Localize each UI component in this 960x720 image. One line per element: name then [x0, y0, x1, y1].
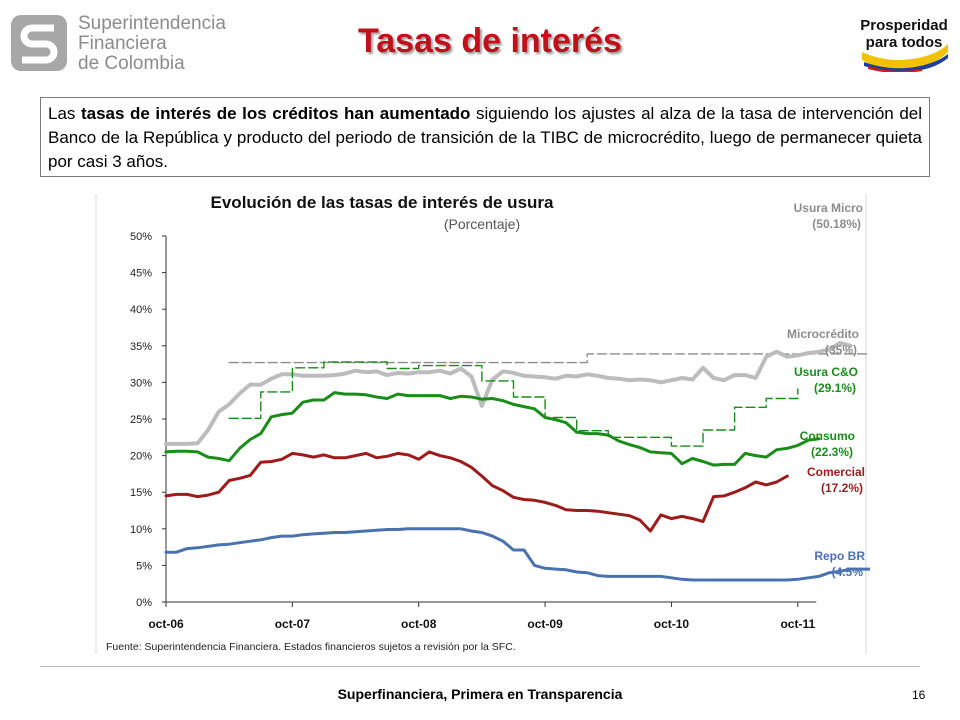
x-axis: oct-06 oct-07 oct-08 oct-09 oct-10 oct-11	[148, 601, 817, 631]
y-tick-label: 5%	[136, 560, 152, 572]
chart-source: Fuente: Superintendencia Financiera. Est…	[106, 641, 516, 653]
logo-stripe-yellow	[862, 44, 948, 69]
series-label-name-1: Microcrédito	[787, 327, 859, 341]
series-line-2	[228, 361, 799, 447]
y-tick-label: 40%	[130, 304, 152, 316]
intro-text-box: Las tasas de interés de los créditos han…	[40, 97, 930, 177]
logo-line-3: de Colombia	[78, 53, 185, 74]
y-tick-label: 20%	[130, 451, 152, 463]
x-tick-label: oct-08	[401, 617, 437, 631]
series-line-4	[164, 450, 789, 533]
y-tick-label: 30%	[130, 377, 152, 389]
y-tick-label: 45%	[130, 268, 152, 280]
series-group	[164, 340, 870, 582]
footer-divider	[40, 666, 920, 667]
x-tick-label: oct-06	[148, 617, 184, 631]
y-tick-label: 0%	[136, 597, 152, 609]
intro-bold: tasas de interés de los créditos han aum…	[80, 104, 471, 123]
logo-line-1: Superintendencia	[78, 13, 226, 34]
logo-stripe-blue	[864, 54, 948, 72]
series-label-name-5: Repo BR	[814, 549, 865, 563]
series-label-value-0: (50.18%)	[812, 217, 861, 231]
logo-line-2: Financiera	[78, 33, 167, 54]
x-tick-label: oct-07	[275, 617, 311, 631]
y-tick-label: 10%	[130, 524, 152, 536]
series-label-value-5: (4.5%	[832, 565, 864, 579]
series-line-5	[164, 527, 870, 582]
chart-container: Evolución de las tasas de interés de usu…	[92, 186, 870, 658]
y-axis: 0% 5% 10% 15% 20% 25% 30% 35% 40% 45% 50%	[130, 231, 167, 609]
prosperidad-logo: Prosperidad para todos	[860, 17, 948, 72]
page-number: 16	[912, 688, 926, 702]
y-tick-label: 35%	[130, 341, 152, 353]
series-line-1	[164, 340, 853, 446]
series-label-value-1: (35%)	[825, 343, 857, 357]
x-tick-label: oct-11	[780, 617, 815, 631]
series-label-name-2: Usura C&O	[794, 365, 858, 379]
page-title: Tasas de interés	[358, 22, 622, 60]
chart-subtitle: (Porcentaje)	[444, 216, 520, 232]
series-line-0	[228, 353, 870, 364]
series-label-value-3: (22.3%)	[811, 445, 853, 459]
footer-slogan: Superfinanciera, Primera en Transparenci…	[337, 686, 623, 702]
sfc-logo: Superintendencia Financiera de Colombia	[10, 12, 240, 74]
x-tick-label: oct-10	[654, 617, 690, 631]
x-tick-label: oct-09	[527, 617, 563, 631]
logo-word-2: para todos	[866, 34, 943, 51]
y-tick-label: 50%	[130, 231, 152, 243]
logo-stripe-red	[868, 66, 922, 72]
chart-title: Evolución de las tasas de interés de usu…	[211, 193, 555, 212]
series-line-3	[164, 391, 821, 467]
series-labels: Usura Micro (50.18%) Microcrédito (35%) Usur…	[787, 201, 865, 579]
series-label-value-4: (17.2%)	[821, 481, 863, 495]
y-tick-label: 15%	[130, 487, 152, 499]
rates-chart: Evolución de las tasas de interés de usu…	[95, 193, 870, 654]
series-label-name-0: Usura Micro	[794, 201, 863, 215]
series-label-value-2: (29.1%)	[814, 381, 856, 395]
y-tick-label: 25%	[130, 414, 152, 426]
sfc-logo-icon	[11, 15, 67, 71]
intro-part-2: siguiendo los ajustes al alza de la tasa…	[48, 104, 922, 171]
series-label-name-3: Consumo	[800, 429, 855, 443]
intro-part-1: Las	[48, 104, 81, 123]
sfc-logo-text: Superintendencia Financiera de Colombia	[78, 14, 226, 74]
series-label-name-4: Comercial	[807, 465, 865, 479]
logo-word-1: Prosperidad	[860, 17, 948, 34]
